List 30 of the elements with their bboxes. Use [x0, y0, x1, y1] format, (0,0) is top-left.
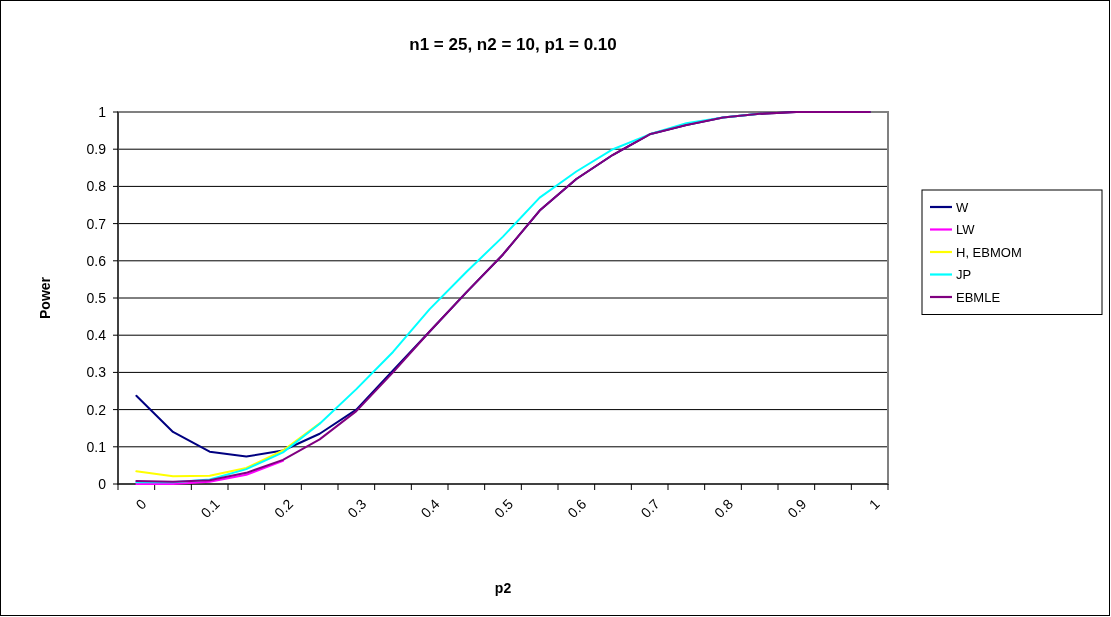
- y-tick-label: 0.7: [86, 215, 107, 232]
- x-tick-label: 0.7: [637, 495, 663, 521]
- x-tick-label: 0.3: [344, 495, 370, 521]
- x-tick-label: 0.8: [710, 495, 737, 521]
- x-tick-label: 1: [865, 495, 883, 513]
- x-axis-title: p2: [494, 580, 512, 596]
- x-tick-label: 0.1: [197, 495, 223, 521]
- legend-label: EBMLE: [956, 289, 1001, 305]
- legend-label: JP: [956, 267, 972, 283]
- x-tick-label: 0.5: [490, 495, 517, 521]
- x-tick-label: 0.4: [417, 495, 443, 521]
- y-tick-label: 0.5: [86, 289, 107, 306]
- x-tick-label: 0.2: [270, 495, 297, 521]
- y-tick-label: 0.2: [86, 401, 107, 418]
- chart-title: n1 = 25, n2 = 10, p1 = 0.10: [409, 35, 617, 54]
- legend-label: W: [956, 199, 969, 215]
- y-tick-label: 0.9: [86, 141, 107, 158]
- y-tick-label: 1: [98, 103, 107, 120]
- y-tick-label: 0.6: [86, 252, 107, 269]
- y-tick-label: 0.3: [86, 364, 107, 381]
- y-tick-label: 0.8: [86, 178, 107, 195]
- x-tick-label: 0: [132, 495, 150, 513]
- y-tick-label: 0.1: [86, 438, 107, 455]
- y-tick-label: 0: [98, 475, 107, 492]
- legend-label: LW: [956, 222, 976, 238]
- x-tick-label: 0.9: [784, 495, 810, 521]
- y-tick-label: 0.4: [86, 327, 107, 344]
- x-tick-label: 0.6: [564, 495, 590, 521]
- y-axis-title: Power: [37, 276, 53, 320]
- legend-label: H, EBMOM: [956, 244, 1022, 260]
